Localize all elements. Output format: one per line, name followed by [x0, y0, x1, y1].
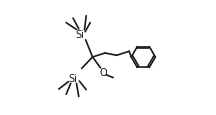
- Text: Si: Si: [69, 74, 78, 83]
- Text: Si: Si: [75, 30, 84, 40]
- Text: O: O: [99, 68, 107, 78]
